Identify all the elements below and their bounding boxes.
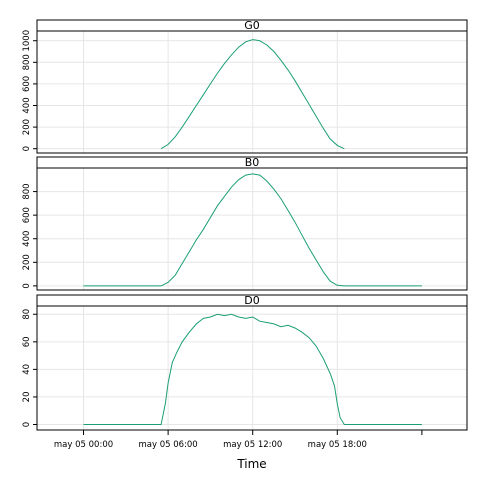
x-tick-label-0: may 05 00:00	[54, 440, 113, 450]
panel-frame	[36, 305, 468, 431]
y-tick-label-2: 40	[22, 364, 32, 375]
panel-d0: D0 0 20 40 60 80	[22, 294, 468, 431]
y-tick-label-1: 200	[22, 254, 32, 270]
y-tick-label-3: 600	[22, 76, 32, 92]
y-tick-label-1: 20	[22, 392, 32, 403]
series-line-g0	[160, 39, 345, 150]
y-tick-label-0: 0	[22, 283, 32, 288]
x-tick-label-2: may 05 12:00	[223, 440, 282, 450]
y-tick-label-0: 0	[22, 422, 32, 427]
series-line-b0	[83, 173, 422, 287]
strip-title-d0: D0	[244, 294, 259, 307]
y-tick-label-5: 1000	[22, 30, 32, 52]
y-tick-label-2: 400	[22, 97, 32, 113]
strip-title-g0: G0	[244, 19, 260, 32]
series-line-d0	[83, 313, 422, 425]
y-tick-label-1: 200	[22, 119, 32, 135]
panel-b0: B0 0 200 400 600 800	[22, 156, 468, 291]
x-axis: may 05 00:00 may 05 06:00 may 05 12:00 may …	[54, 430, 423, 450]
x-axis-label: Time	[236, 457, 266, 471]
y-tick-label-4: 80	[22, 309, 32, 320]
panel-g0: G0 0 200 400 600 800 1000	[22, 19, 468, 154]
x-tick-label-1: may 05 06:00	[138, 440, 197, 450]
y-tick-label-3: 600	[22, 207, 32, 223]
panel-frame	[36, 30, 468, 154]
panel-frame	[36, 167, 468, 291]
strip-title-b0: B0	[245, 156, 260, 169]
y-tick-label-0: 0	[22, 146, 32, 151]
panels: G0 0 200 400 600 800 1000 B0 0 200 400 600 800 D0 0 20 4…	[22, 19, 468, 431]
y-tick-label-4: 800	[22, 54, 32, 70]
y-tick-label-3: 60	[22, 336, 32, 347]
y-tick-label-4: 800	[22, 183, 32, 199]
x-tick-label-3: may 05 18:00	[308, 440, 367, 450]
y-tick-label-2: 400	[22, 231, 32, 247]
